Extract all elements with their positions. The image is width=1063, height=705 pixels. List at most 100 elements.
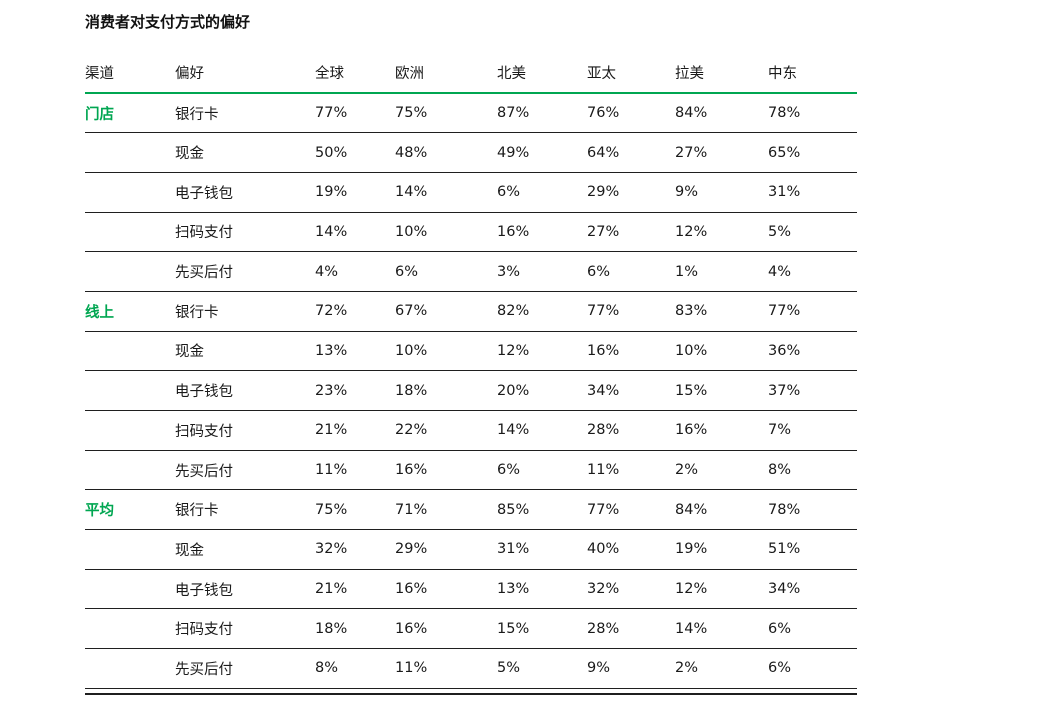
value-cell-middle-east: 65%: [768, 132, 857, 173]
value-cell-global: 14%: [315, 212, 395, 253]
value-cell-europe: 75%: [395, 93, 497, 134]
value-cell-latin-america: 84%: [675, 93, 768, 134]
channel-label: [85, 132, 175, 173]
channel-label: [85, 569, 175, 610]
preference-label: 银行卡: [175, 489, 315, 531]
value-cell-europe: 11%: [395, 648, 497, 689]
preference-label: 电子钱包: [175, 569, 315, 610]
channel-label: [85, 212, 175, 253]
preference-label: 现金: [175, 331, 315, 372]
preference-label: 先买后付: [175, 450, 315, 491]
preference-label: 现金: [175, 529, 315, 570]
value-cell-latin-america: 9%: [675, 172, 768, 213]
preference-label: 先买后付: [175, 648, 315, 689]
value-cell-latin-america: 84%: [675, 489, 768, 531]
channel-label: [85, 370, 175, 411]
value-cell-middle-east: 34%: [768, 569, 857, 610]
value-cell-middle-east: 7%: [768, 410, 857, 451]
value-cell-middle-east: 51%: [768, 529, 857, 570]
value-cell-north-america: 31%: [497, 529, 587, 570]
value-cell-europe: 18%: [395, 370, 497, 411]
table-row: 现金 32% 29% 31% 40% 19% 51%: [85, 529, 857, 570]
payment-preference-report: 消费者对支付方式的偏好 渠道 偏好 全球 欧洲 北美 亚太 拉美 中东 门店 银…: [85, 13, 857, 695]
value-cell-north-america: 85%: [497, 489, 587, 531]
value-cell-north-america: 6%: [497, 172, 587, 213]
value-cell-latin-america: 16%: [675, 410, 768, 451]
value-cell-north-america: 15%: [497, 608, 587, 650]
value-cell-latin-america: 1%: [675, 251, 768, 292]
value-cell-asia-pacific: 32%: [587, 569, 675, 610]
value-cell-north-america: 13%: [497, 569, 587, 610]
value-cell-middle-east: 31%: [768, 172, 857, 213]
channel-label: 门店: [85, 93, 175, 134]
value-cell-latin-america: 14%: [675, 608, 768, 650]
value-cell-middle-east: 8%: [768, 450, 857, 491]
channel-label: 平均: [85, 489, 175, 531]
value-cell-global: 18%: [315, 608, 395, 650]
value-cell-global: 13%: [315, 331, 395, 372]
value-cell-north-america: 12%: [497, 331, 587, 372]
value-cell-europe: 14%: [395, 172, 497, 213]
value-cell-middle-east: 6%: [768, 608, 857, 650]
channel-label: 线上: [85, 291, 175, 332]
value-cell-asia-pacific: 76%: [587, 93, 675, 134]
preference-label: 扫码支付: [175, 608, 315, 650]
value-cell-north-america: 16%: [497, 212, 587, 253]
value-cell-asia-pacific: 9%: [587, 648, 675, 689]
value-cell-global: 50%: [315, 132, 395, 173]
value-cell-asia-pacific: 16%: [587, 331, 675, 372]
column-header-channel: 渠道: [85, 53, 175, 94]
table-row: 现金 13% 10% 12% 16% 10% 36%: [85, 331, 857, 372]
value-cell-middle-east: 4%: [768, 251, 857, 292]
preference-label: 电子钱包: [175, 172, 315, 213]
page-title: 消费者对支付方式的偏好: [85, 13, 251, 31]
value-cell-global: 23%: [315, 370, 395, 411]
table-bottom-rule: [85, 692, 857, 695]
value-cell-europe: 16%: [395, 450, 497, 491]
value-cell-latin-america: 2%: [675, 450, 768, 491]
value-cell-europe: 29%: [395, 529, 497, 570]
value-cell-asia-pacific: 77%: [587, 489, 675, 531]
value-cell-latin-america: 2%: [675, 648, 768, 689]
header-row: 渠道 偏好 全球 欧洲 北美 亚太 拉美 中东: [85, 53, 857, 94]
preference-label: 扫码支付: [175, 410, 315, 451]
table-row: 现金 50% 48% 49% 64% 27% 65%: [85, 132, 857, 173]
value-cell-global: 8%: [315, 648, 395, 689]
table-row: 平均 银行卡 75% 71% 85% 77% 84% 78%: [85, 489, 857, 531]
table-row: 线上 银行卡 72% 67% 82% 77% 83% 77%: [85, 291, 857, 332]
preference-label: 先买后付: [175, 251, 315, 292]
value-cell-north-america: 20%: [497, 370, 587, 411]
channel-label: [85, 450, 175, 491]
table-row: 电子钱包 19% 14% 6% 29% 9% 31%: [85, 172, 857, 213]
value-cell-latin-america: 10%: [675, 331, 768, 372]
value-cell-europe: 71%: [395, 489, 497, 531]
table-row: 电子钱包 21% 16% 13% 32% 12% 34%: [85, 569, 857, 610]
value-cell-asia-pacific: 29%: [587, 172, 675, 213]
value-cell-asia-pacific: 11%: [587, 450, 675, 491]
value-cell-north-america: 87%: [497, 93, 587, 134]
preference-label: 扫码支付: [175, 212, 315, 253]
value-cell-north-america: 5%: [497, 648, 587, 689]
value-cell-asia-pacific: 64%: [587, 132, 675, 173]
value-cell-middle-east: 77%: [768, 291, 857, 332]
value-cell-europe: 6%: [395, 251, 497, 292]
value-cell-global: 21%: [315, 569, 395, 610]
column-header-middle-east: 中东: [768, 53, 857, 94]
value-cell-europe: 16%: [395, 608, 497, 650]
payment-preferences-table: 渠道 偏好 全球 欧洲 北美 亚太 拉美 中东 门店 银行卡 77% 75% 8…: [85, 53, 857, 689]
value-cell-europe: 22%: [395, 410, 497, 451]
value-cell-global: 72%: [315, 291, 395, 332]
value-cell-latin-america: 19%: [675, 529, 768, 570]
channel-label: [85, 608, 175, 650]
table-row: 扫码支付 14% 10% 16% 27% 12% 5%: [85, 212, 857, 253]
value-cell-europe: 48%: [395, 132, 497, 173]
table-body: 门店 银行卡 77% 75% 87% 76% 84% 78% 现金 50% 48…: [85, 93, 857, 689]
value-cell-europe: 67%: [395, 291, 497, 332]
column-header-preference: 偏好: [175, 53, 315, 94]
value-cell-latin-america: 12%: [675, 569, 768, 610]
value-cell-asia-pacific: 6%: [587, 251, 675, 292]
value-cell-north-america: 3%: [497, 251, 587, 292]
value-cell-latin-america: 83%: [675, 291, 768, 332]
channel-label: [85, 251, 175, 292]
value-cell-north-america: 82%: [497, 291, 587, 332]
